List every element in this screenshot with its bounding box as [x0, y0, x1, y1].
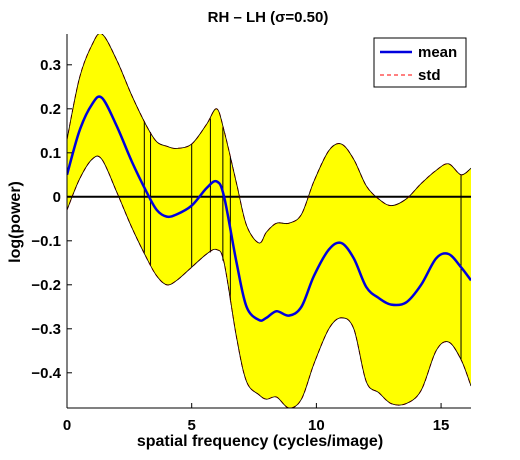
y-tick-label: 0.3: [40, 57, 61, 74]
legend-box: [373, 37, 467, 88]
y-axis-label: log(power): [7, 181, 24, 263]
legend-mean-label: mean: [418, 44, 457, 61]
y-tick-label: −0.4: [31, 365, 61, 382]
legend: mean std: [373, 37, 467, 88]
axes: [66, 34, 471, 409]
mean-line: [67, 95, 471, 322]
chart-title: RH – LH (σ=0.50): [208, 9, 329, 26]
x-tick-label: 0: [63, 417, 71, 434]
std-band-lower-edge: [67, 155, 471, 408]
x-axis-ticks: 0 5 10 15: [63, 403, 450, 434]
x-axis-label: spatial frequency (cycles/image): [137, 433, 383, 450]
x-tick-label: 5: [188, 417, 196, 434]
y-tick-label: −0.1: [31, 233, 61, 250]
y-tick-label: 0: [53, 189, 61, 206]
std-band-upper-edge: [67, 34, 471, 244]
y-tick-label: 0.2: [40, 101, 61, 118]
legend-std-label: std: [418, 67, 441, 84]
y-tick-label: 0.1: [40, 145, 61, 162]
x-tick-label: 15: [433, 417, 450, 434]
plot-area: [67, 34, 471, 408]
x-tick-label: 10: [308, 417, 325, 434]
std-band-fill: [67, 34, 471, 408]
y-axis-ticks: 0.3 0.2 0.1 0 −0.1 −0.2 −0.3 −0.4: [31, 57, 72, 382]
y-tick-label: −0.3: [31, 321, 61, 338]
y-tick-label: −0.2: [31, 277, 61, 294]
